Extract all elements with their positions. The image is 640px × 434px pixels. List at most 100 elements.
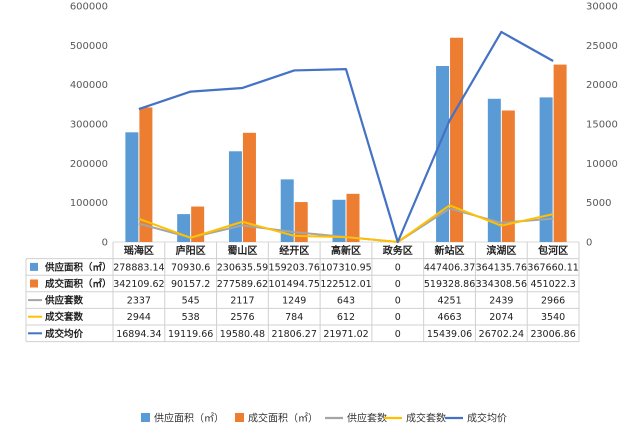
table-cell: 15439.06 bbox=[427, 329, 472, 340]
bar-deal-area bbox=[501, 110, 515, 242]
table-cell: 101494.75 bbox=[269, 279, 320, 290]
legend-label: 成交套数 bbox=[406, 412, 446, 425]
legend-label: 供应套数 bbox=[347, 412, 387, 425]
line-deal-units bbox=[138, 204, 554, 243]
y-right-tick-label: 0 bbox=[586, 238, 592, 249]
table-cell: 784 bbox=[285, 312, 303, 323]
table-cell: 334308.56 bbox=[476, 279, 527, 290]
table-cell: 16894.34 bbox=[116, 329, 161, 340]
table-cell: 70930.6 bbox=[171, 262, 210, 273]
table-cell: 2944 bbox=[127, 312, 151, 323]
y-right-tick-label: 25000 bbox=[586, 41, 618, 52]
legend-label: 供应面积（㎡） bbox=[154, 412, 224, 425]
table-cell: 2439 bbox=[489, 296, 513, 307]
table-legend-swatch bbox=[30, 262, 38, 271]
table-row-label: 供应套数 bbox=[44, 295, 84, 307]
bar-supply-area bbox=[332, 199, 346, 242]
bar-supply-area bbox=[487, 98, 501, 242]
table-cell: 2117 bbox=[230, 296, 254, 307]
table-cell: 0 bbox=[395, 296, 401, 307]
line-avg-price bbox=[138, 30, 554, 244]
table-cell: 643 bbox=[337, 296, 355, 307]
y-right-tick-label: 5000 bbox=[586, 198, 611, 209]
x-tick-label: 滨湖区 bbox=[486, 244, 516, 257]
bar-deal-area bbox=[553, 64, 567, 242]
table-cell: 21806.27 bbox=[272, 329, 317, 340]
table-cell: 447406.37 bbox=[424, 262, 475, 273]
table-cell: 367660.11 bbox=[527, 262, 578, 273]
table-cell: 107310.95 bbox=[320, 262, 371, 273]
legend-label: 成交均价 bbox=[467, 412, 507, 425]
y-right-tick-label: 15000 bbox=[586, 120, 618, 131]
table-cell: 545 bbox=[182, 296, 200, 307]
table-cell: 2074 bbox=[489, 312, 513, 323]
table-cell: 612 bbox=[337, 312, 355, 323]
table-cell: 278883.14 bbox=[113, 262, 164, 273]
table-cell: 2337 bbox=[127, 296, 151, 307]
y-left-tick-label: 200000 bbox=[70, 159, 108, 170]
table-cell: 4251 bbox=[437, 296, 461, 307]
bar-supply-area bbox=[228, 151, 242, 242]
table-cell: 26702.24 bbox=[479, 329, 524, 340]
bar-deal-area bbox=[139, 107, 153, 242]
table-row-label: 供应面积（㎡） bbox=[44, 261, 112, 273]
bar-supply-area bbox=[125, 132, 139, 242]
y-left-tick-label: 100000 bbox=[70, 198, 108, 209]
table-row-label: 成交均价 bbox=[45, 328, 84, 340]
axes: 0 100000 200000 300000 400000 500000 600000 0 50… bbox=[70, 2, 618, 249]
table-cell: 230635.59 bbox=[217, 262, 268, 273]
legend-swatch bbox=[141, 413, 150, 422]
table-cell: 90157.2 bbox=[171, 279, 210, 290]
table-cell: 277589.62 bbox=[217, 279, 268, 290]
x-tick-label: 高新区 bbox=[331, 244, 361, 257]
x-tick-label: 庐阳区 bbox=[176, 244, 206, 257]
table-row-label: 成交套数 bbox=[45, 311, 84, 323]
table-cell: 159203.76 bbox=[269, 262, 320, 273]
x-tick-label: 瑶海区 bbox=[124, 244, 154, 257]
table-cell: 0 bbox=[395, 312, 401, 323]
y-left-tick-label: 400000 bbox=[70, 80, 108, 91]
table-cell: 2966 bbox=[541, 296, 565, 307]
legend-label: 成交面积（㎡） bbox=[248, 412, 318, 425]
y-right-tick-label: 30000 bbox=[586, 2, 618, 13]
table-cell: 19119.66 bbox=[168, 329, 213, 340]
table-cell: 3540 bbox=[541, 312, 565, 323]
table-cell: 1249 bbox=[282, 296, 306, 307]
table-cell: 519328.86 bbox=[424, 279, 475, 290]
x-tick-label: 包河区 bbox=[538, 244, 568, 257]
table-legend-swatch bbox=[30, 279, 38, 288]
bar-deal-area bbox=[191, 206, 205, 242]
table-cell: 4663 bbox=[437, 312, 461, 323]
table-cell: 451022.3 bbox=[530, 279, 575, 290]
legend: 供应面积（㎡） 成交面积（㎡） 供应套数 成交套数 成交均价 bbox=[141, 412, 507, 425]
table-cell: 2576 bbox=[230, 312, 254, 323]
x-tick-label: 新站区 bbox=[435, 244, 465, 257]
y-left-tick-label: 0 bbox=[102, 238, 108, 249]
table-cell: 19580.48 bbox=[220, 329, 265, 340]
x-tick-label: 经开区 bbox=[279, 244, 309, 257]
y-right-tick-label: 10000 bbox=[586, 159, 618, 170]
x-tick-label: 政务区 bbox=[383, 244, 413, 257]
bar-deal-area bbox=[346, 193, 360, 242]
table-cell: 0 bbox=[395, 329, 401, 340]
table-row-label: 成交面积（㎡） bbox=[45, 278, 112, 290]
lines bbox=[138, 30, 554, 244]
table-cell: 21971.02 bbox=[323, 329, 368, 340]
bar-deal-area bbox=[242, 132, 256, 242]
x-tick-label: 蜀山区 bbox=[227, 244, 257, 257]
legend-swatch bbox=[235, 413, 244, 422]
table-cell: 342109.62 bbox=[113, 279, 164, 290]
bar-supply-area bbox=[280, 179, 294, 242]
table-cell: 364135.76 bbox=[476, 262, 527, 273]
table-cell: 23006.86 bbox=[530, 329, 575, 340]
bars bbox=[125, 37, 567, 242]
y-left-tick-label: 600000 bbox=[70, 2, 108, 13]
y-right-tick-label: 20000 bbox=[586, 80, 618, 91]
y-left-tick-label: 500000 bbox=[70, 41, 108, 52]
table-cell: 122512.01 bbox=[320, 279, 371, 290]
bar-supply-area bbox=[436, 66, 450, 242]
table-cell: 0 bbox=[395, 279, 401, 290]
bar-deal-area bbox=[450, 37, 464, 242]
